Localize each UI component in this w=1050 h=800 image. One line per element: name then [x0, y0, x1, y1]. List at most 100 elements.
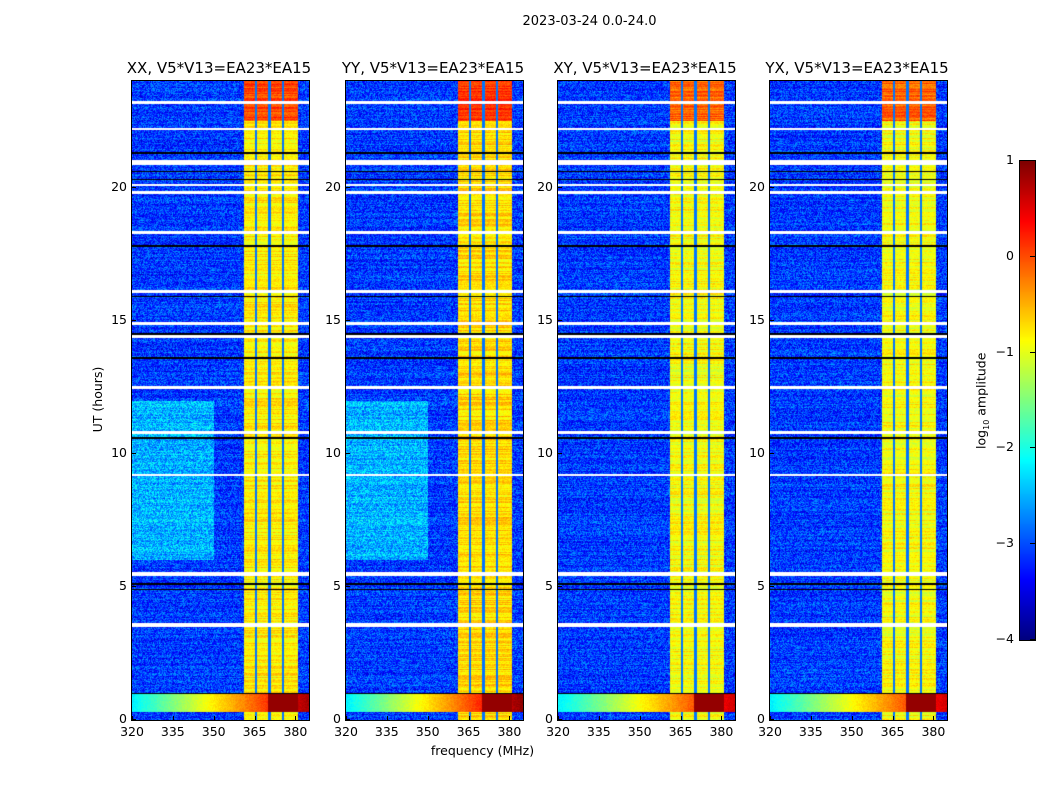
x-tick-label: 335 [160, 724, 185, 739]
y-tick-label: 15 [325, 311, 341, 327]
x-axis-label: frequency (MHz) [430, 743, 535, 758]
x-tick-label: 365 [456, 724, 481, 739]
y-tick-mark [770, 585, 774, 587]
y-tick-label: 10 [325, 444, 341, 460]
x-tick-mark [933, 716, 935, 720]
colorbar-tick-label: −3 [995, 535, 1014, 551]
colorbar-label-log: log [973, 429, 989, 449]
y-tick-mark [132, 319, 136, 321]
y-tick-label: 20 [537, 178, 553, 194]
x-tick-label: 320 [546, 724, 570, 739]
x-tick-mark [509, 716, 511, 720]
x-tick-mark [427, 716, 429, 720]
panel-title: YX, V5*V13=EA23*EA15 [765, 59, 949, 77]
x-tick-mark [770, 716, 771, 720]
x-tick-label: 335 [586, 724, 611, 739]
colorbar-tick-mark [1030, 543, 1035, 545]
spectrogram-panel [131, 80, 310, 721]
colorbar-tick-mark [1030, 160, 1035, 161]
x-tick-mark [132, 716, 133, 720]
y-tick-label: 0 [119, 711, 127, 726]
y-tick-mark [558, 319, 562, 321]
x-tick-mark [680, 716, 682, 720]
x-tick-label: 350 [839, 724, 864, 739]
colorbar-tick-mark [1030, 447, 1035, 449]
y-tick-mark [132, 719, 136, 720]
y-tick-label: 10 [749, 444, 765, 460]
y-tick-label: 0 [333, 711, 341, 726]
y-tick-mark [132, 452, 136, 454]
y-tick-mark [770, 452, 774, 454]
x-tick-mark [213, 716, 215, 720]
spectrogram-image [558, 81, 735, 720]
y-tick-label: 15 [749, 311, 765, 327]
colorbar-label-sub: 10 [981, 419, 991, 430]
y-tick-label: 5 [757, 577, 765, 593]
x-tick-mark [639, 716, 641, 720]
panel-title: XX, V5*V13=EA23*EA15 [126, 59, 312, 77]
x-tick-mark [468, 716, 470, 720]
y-tick-mark [346, 585, 350, 587]
x-tick-label: 365 [668, 724, 693, 739]
x-tick-label: 350 [415, 724, 440, 739]
y-tick-mark [558, 719, 562, 720]
x-tick-mark [346, 716, 347, 720]
x-tick-label: 365 [242, 724, 267, 739]
spectrogram-panel [557, 80, 736, 721]
x-tick-label: 335 [798, 724, 823, 739]
x-tick-mark [721, 716, 723, 720]
y-tick-label: 5 [545, 577, 553, 593]
x-tick-label: 365 [880, 724, 905, 739]
colorbar-tick-label: 0 [1006, 247, 1014, 263]
y-tick-label: 20 [111, 178, 127, 194]
y-tick-mark [558, 452, 562, 454]
y-tick-label: 10 [537, 444, 553, 460]
x-tick-mark [295, 716, 297, 720]
y-tick-label: 15 [537, 311, 553, 327]
x-tick-label: 380 [283, 724, 308, 739]
y-tick-mark [132, 186, 136, 188]
x-tick-mark [558, 716, 559, 720]
colorbar-label-rest: amplitude [973, 352, 989, 420]
x-tick-mark [851, 716, 853, 720]
y-tick-label: 10 [111, 444, 127, 460]
y-tick-label: 5 [119, 577, 127, 593]
x-tick-mark [254, 716, 256, 720]
y-tick-mark [770, 719, 774, 720]
colorbar-tick-mark [1030, 351, 1035, 353]
y-tick-mark [770, 186, 774, 188]
y-tick-label: 15 [111, 311, 127, 327]
x-tick-label: 350 [627, 724, 652, 739]
x-tick-label: 350 [201, 724, 226, 739]
y-tick-mark [558, 186, 562, 188]
spectrogram-panel [769, 80, 948, 721]
y-tick-label: 5 [333, 577, 341, 593]
x-tick-mark [598, 716, 600, 720]
x-tick-label: 380 [709, 724, 734, 739]
x-tick-mark [892, 716, 894, 720]
colorbar-tick-mark [1030, 255, 1035, 257]
colorbar-tick-mark [1030, 639, 1035, 640]
y-tick-mark [132, 585, 136, 587]
colorbar-tick-label: −4 [995, 631, 1014, 646]
figure-title: 2023-03-24 0.0-24.0 [522, 14, 657, 29]
y-tick-mark [770, 319, 774, 321]
y-tick-mark [346, 452, 350, 454]
spectrogram-image [770, 81, 947, 720]
x-tick-mark [810, 716, 812, 720]
x-tick-label: 380 [921, 724, 946, 739]
panel-title: XY, V5*V13=EA23*EA15 [553, 59, 737, 77]
y-tick-mark [346, 319, 350, 321]
colorbar-tick-label: −1 [995, 343, 1014, 359]
y-tick-label: 0 [545, 711, 553, 726]
colorbar [1019, 160, 1036, 641]
y-tick-mark [346, 719, 350, 720]
x-tick-label: 320 [334, 724, 358, 739]
x-tick-mark [386, 716, 388, 720]
x-tick-label: 320 [120, 724, 144, 739]
colorbar-tick-label: 1 [1006, 152, 1014, 167]
spectrogram-panel [345, 80, 524, 721]
x-tick-label: 380 [497, 724, 522, 739]
spectrogram-image [346, 81, 523, 720]
